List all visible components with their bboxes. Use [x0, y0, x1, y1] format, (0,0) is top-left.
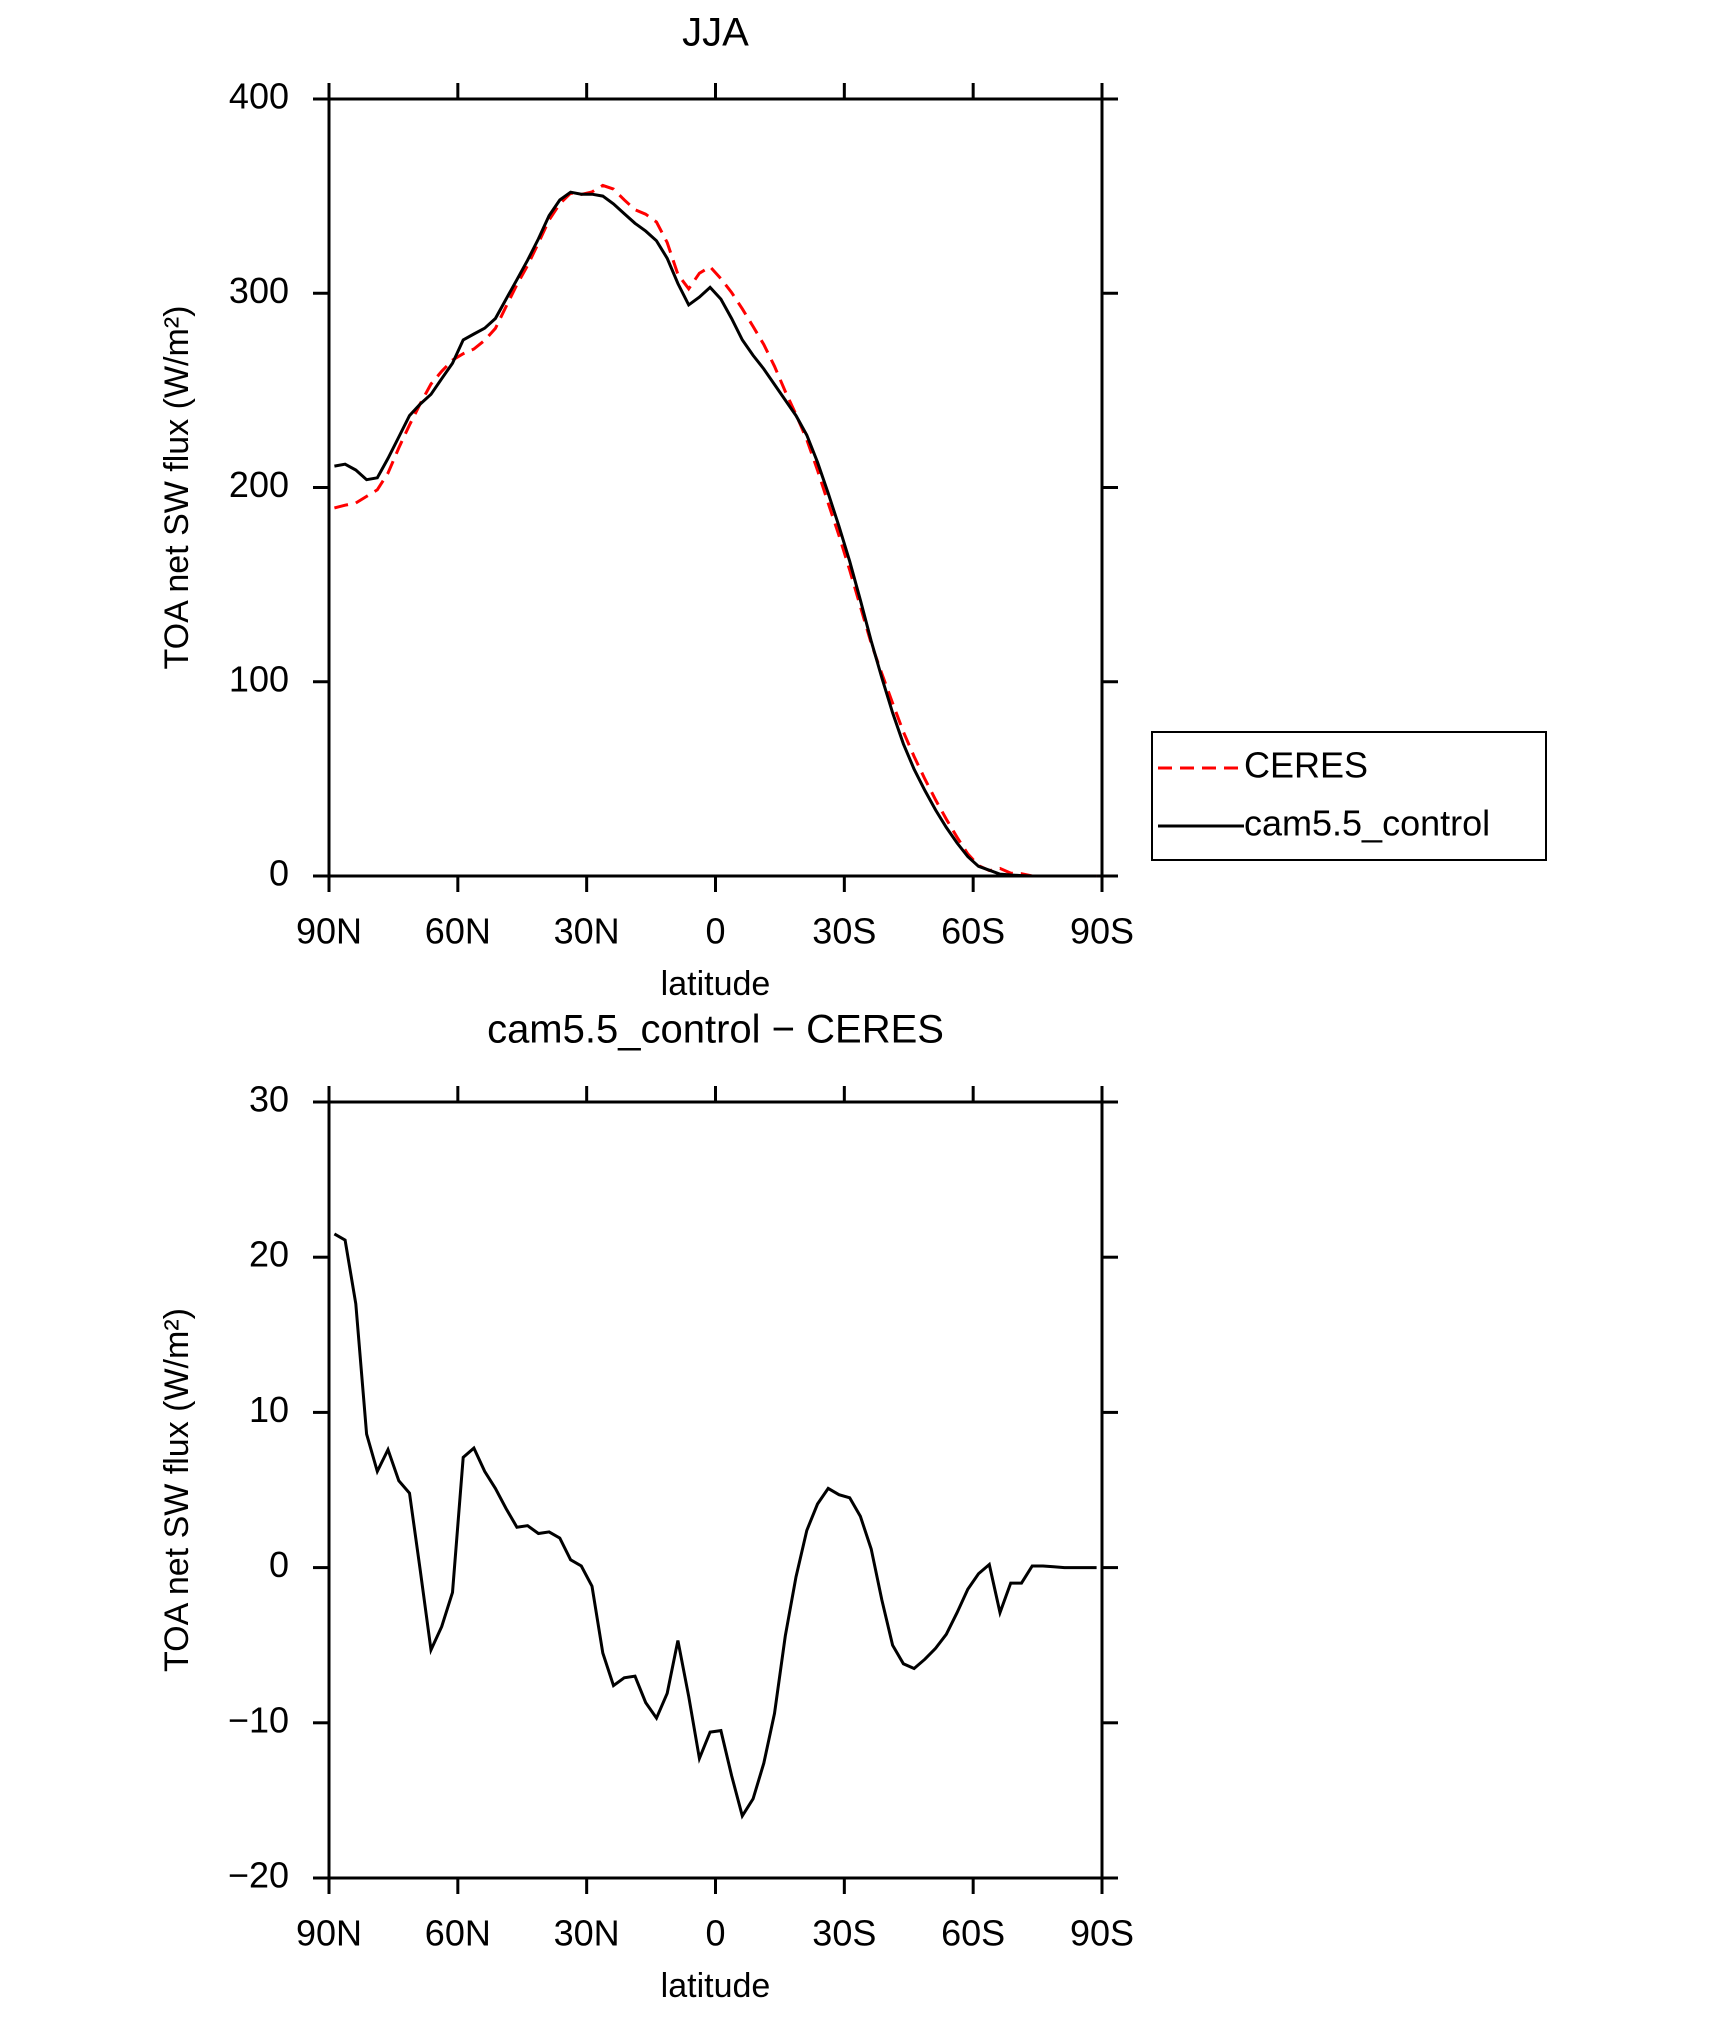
x-tick-label: 90S [1070, 911, 1134, 952]
x-axis-label: latitude [661, 965, 771, 1003]
chart-title: cam5.5_control − CERES [487, 1008, 944, 1052]
y-axis-label: TOA net SW flux (W/m²) [158, 306, 196, 670]
y-tick-label: 300 [229, 270, 289, 311]
x-tick-label: 30S [812, 1913, 876, 1954]
y-tick-label: −20 [228, 1855, 289, 1896]
y-tick-label: 0 [269, 1544, 289, 1585]
legend-box [1151, 731, 1547, 861]
x-tick-label: 60S [941, 911, 1005, 952]
data-line [334, 190, 1097, 878]
data-line [333, 1232, 1097, 1820]
y-tick-label: 400 [229, 76, 289, 117]
y-tick-label: 20 [249, 1234, 289, 1275]
x-tick-label: 30S [812, 911, 876, 952]
legend-label: CERES [1244, 745, 1368, 786]
x-tick-label: 90N [296, 911, 362, 952]
data-line [334, 183, 1097, 878]
x-tick-label: 30N [554, 911, 620, 952]
plot-frame [327, 1100, 1104, 1880]
x-tick-label: 60N [425, 911, 491, 952]
x-tick-label: 30N [554, 1913, 620, 1954]
x-tick-label: 90S [1070, 1913, 1134, 1954]
x-tick-label: 0 [705, 911, 725, 952]
y-tick-label: 10 [249, 1389, 289, 1430]
y-tick-label: 200 [229, 464, 289, 505]
x-tick-label: 60S [941, 1913, 1005, 1954]
x-tick-label: 90N [296, 1913, 362, 1954]
y-axis-label: TOA net SW flux (W/m²) [158, 1308, 196, 1672]
chart-title: JJA [682, 11, 749, 55]
y-tick-label: 100 [229, 658, 289, 699]
y-tick-label: −10 [228, 1699, 289, 1740]
y-tick-label: 0 [269, 853, 289, 894]
x-tick-label: 0 [705, 1913, 725, 1954]
x-axis-label: latitude [661, 1967, 771, 2005]
y-tick-label: 30 [249, 1079, 289, 1120]
x-tick-label: 60N [425, 1913, 491, 1954]
legend-label: cam5.5_control [1244, 803, 1490, 844]
plot-frame [327, 97, 1104, 878]
